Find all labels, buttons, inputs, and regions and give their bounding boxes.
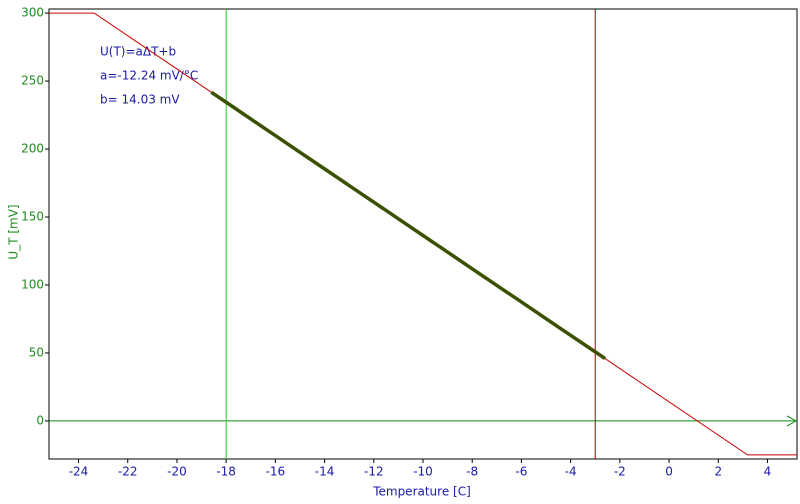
x-tick-label: -12 [364, 465, 384, 479]
y-tick-label: 50 [29, 345, 44, 359]
measured-line [210, 90, 607, 360]
y-tick-label: 100 [21, 277, 44, 291]
x-tick-label: -10 [413, 465, 433, 479]
x-axis-label: Temperature [C] [372, 485, 471, 499]
y-tick-label: 250 [21, 74, 44, 88]
annotation: b= 14.03 mV [100, 93, 180, 107]
y-axis-label: U_T [mV] [7, 204, 21, 259]
x-tick-label: 2 [714, 465, 722, 479]
x-tick-label: -2 [614, 465, 626, 479]
y-tick-label: 150 [21, 210, 44, 224]
x-tick-label: 0 [665, 465, 673, 479]
x-tick-label: -18 [216, 465, 236, 479]
y-tick-label: 300 [21, 6, 44, 20]
x-tick-label: -6 [515, 465, 527, 479]
axis-arrow [786, 415, 798, 427]
y-tick-label: 200 [21, 142, 44, 156]
x-tick-label: -22 [118, 465, 138, 479]
annotation: U(T)=aΔT+b [100, 45, 176, 59]
x-tick-label: 4 [764, 465, 772, 479]
x-tick-label: -4 [565, 465, 577, 479]
x-tick-label: -8 [466, 465, 478, 479]
x-tick-label: -16 [266, 465, 286, 479]
x-tick-label: -14 [315, 465, 335, 479]
x-tick-label: -24 [69, 465, 89, 479]
x-tick-label: -20 [167, 465, 187, 479]
y-tick-label: 0 [36, 413, 44, 427]
annotation: a=-12.24 mV/°C [100, 69, 198, 83]
